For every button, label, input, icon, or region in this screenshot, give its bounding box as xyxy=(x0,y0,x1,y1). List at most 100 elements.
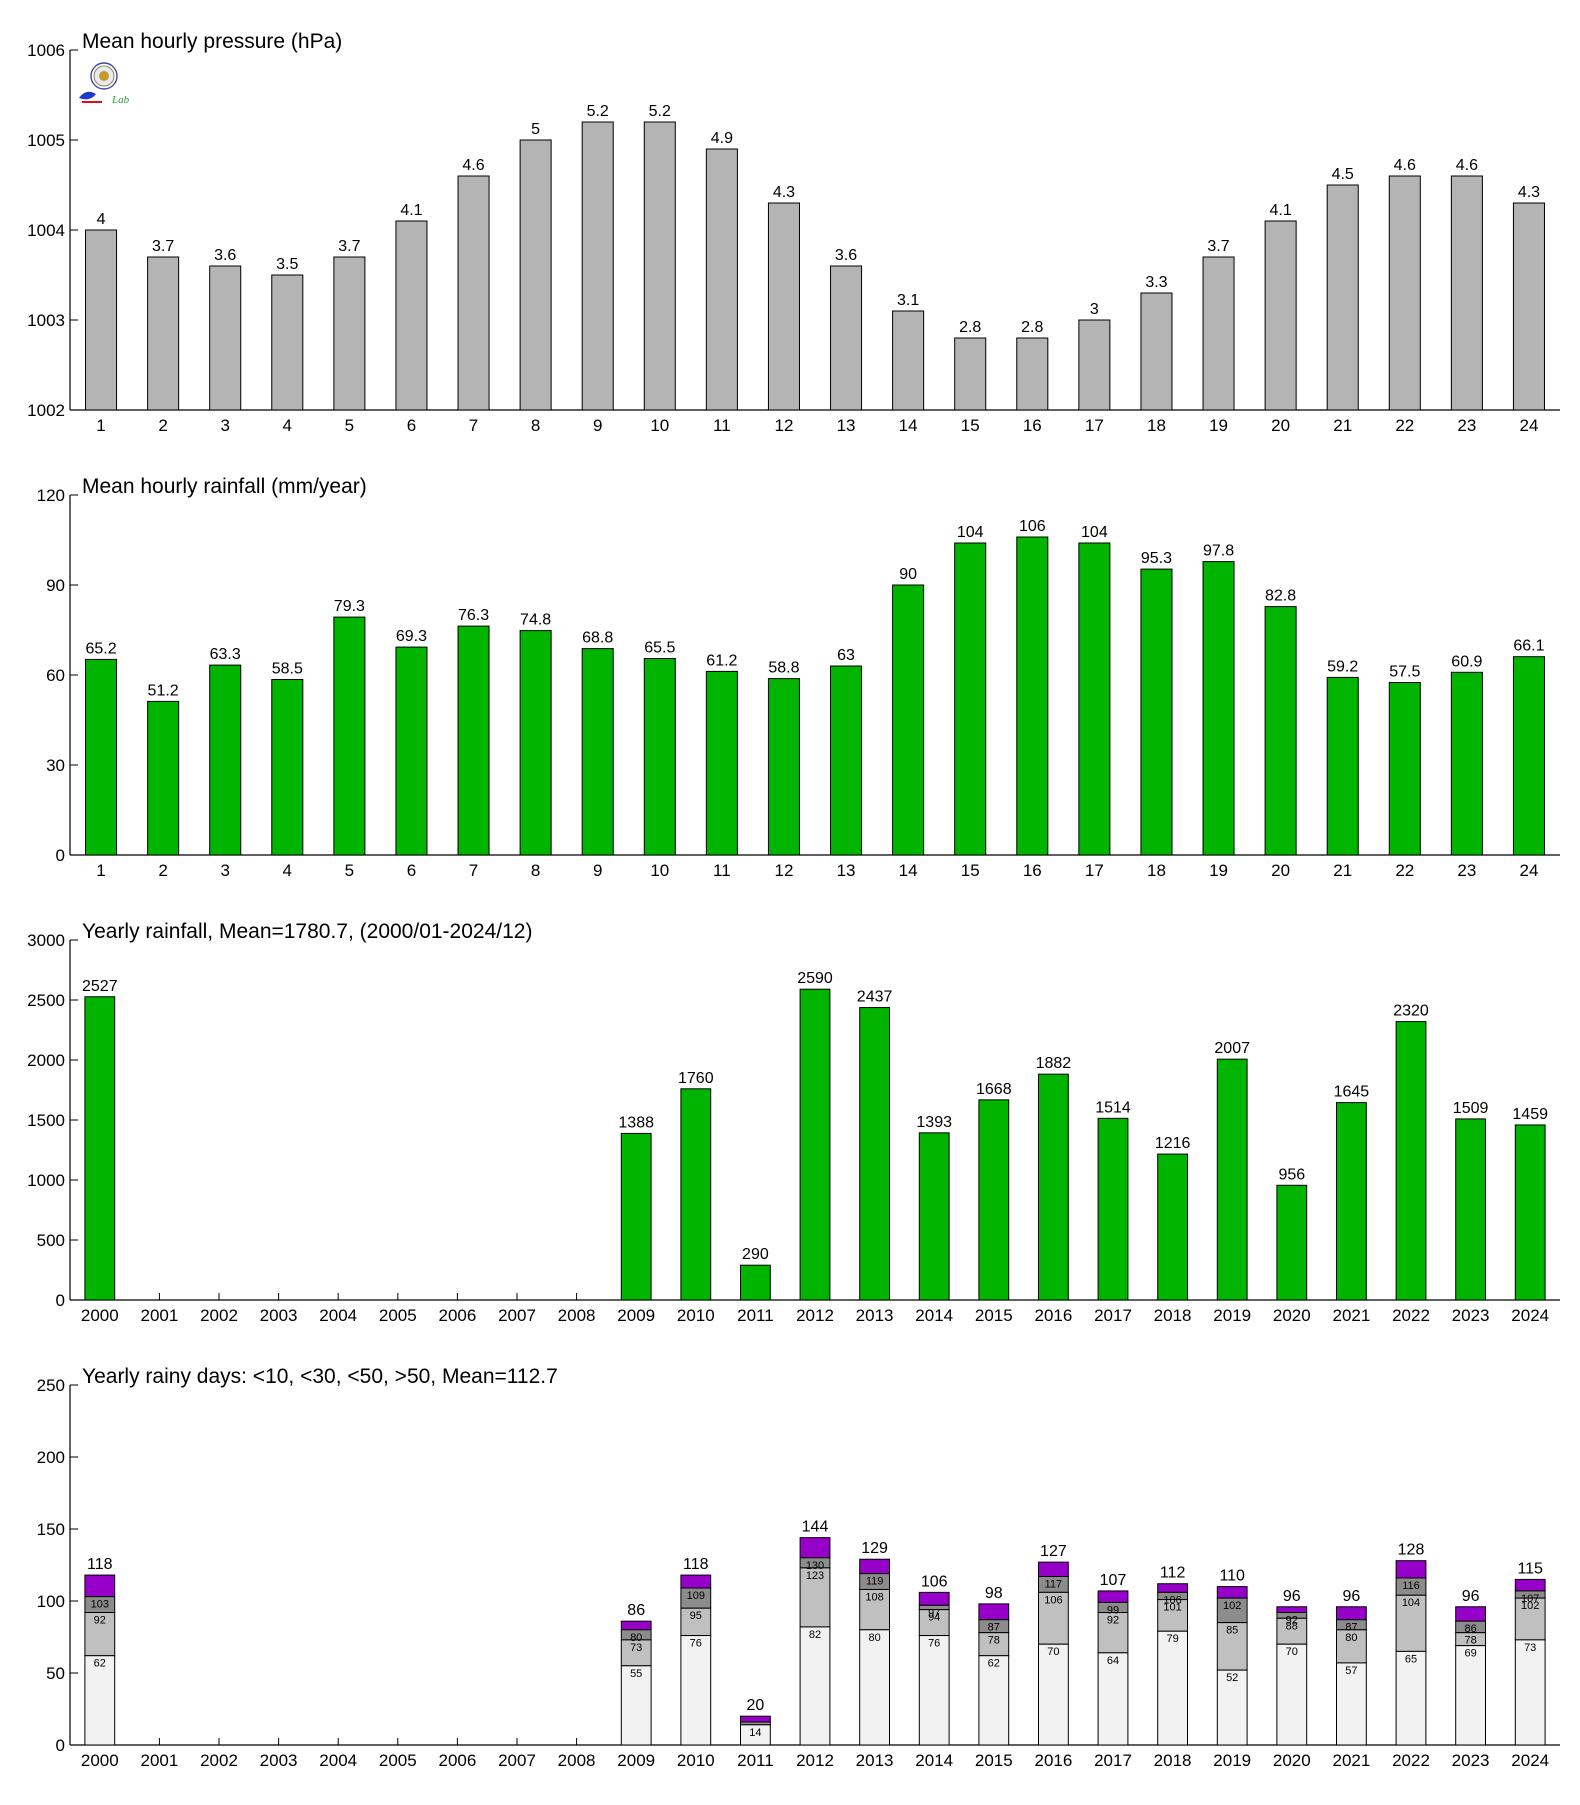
bar-value-label: 106 xyxy=(1019,518,1046,535)
bar xyxy=(1514,1124,1546,1301)
x-tick-label: 3 xyxy=(220,861,229,880)
x-tick-label: 1 xyxy=(96,416,105,435)
x-tick-label: 2003 xyxy=(260,1306,298,1325)
bar-value-label: 59.2 xyxy=(1327,658,1358,675)
bar xyxy=(333,256,366,411)
y-tick-label: 1005 xyxy=(27,131,65,150)
bar xyxy=(395,646,428,856)
total-value-label: 96 xyxy=(1343,1588,1361,1605)
total-value-label: 96 xyxy=(1462,1588,1480,1605)
bar-value-label: 74.8 xyxy=(520,612,551,629)
bar xyxy=(643,121,676,411)
segment-label-lt10: 70 xyxy=(1047,1646,1059,1658)
x-tick-label: 2000 xyxy=(81,1751,119,1770)
bar xyxy=(1388,175,1421,411)
segment-gt50 xyxy=(918,1591,950,1606)
segment-lt10 xyxy=(1336,1662,1367,1746)
bar xyxy=(954,542,987,856)
x-tick-label: 2002 xyxy=(200,1751,238,1770)
segment-label-lt10: 55 xyxy=(630,1668,642,1680)
x-tick-label: 2002 xyxy=(200,1306,238,1325)
total-value-label: 128 xyxy=(1398,1542,1425,1559)
bar-value-label: 3.1 xyxy=(897,292,919,309)
chart-panel-3: Yearly rainfall, Mean=1780.7, (2000/01-2… xyxy=(27,920,1560,1325)
segment-label-lt50: 116 xyxy=(1402,1580,1420,1592)
x-tick-label: 7 xyxy=(469,416,478,435)
bar-value-label: 104 xyxy=(1081,524,1108,541)
segment-gt50 xyxy=(799,1537,831,1559)
segment-label-lt30: 123 xyxy=(806,1570,824,1582)
segment-gt50 xyxy=(680,1574,712,1589)
bar-value-label: 4 xyxy=(97,211,106,228)
bar xyxy=(643,658,676,856)
bar-value-label: 104 xyxy=(957,524,984,541)
segment-label-lt30: 78 xyxy=(988,1635,1000,1647)
x-tick-label: 6 xyxy=(407,416,416,435)
total-value-label: 107 xyxy=(1100,1572,1127,1589)
bar-value-label: 1645 xyxy=(1334,1084,1370,1101)
x-tick-label: 2020 xyxy=(1273,1306,1311,1325)
x-tick-label: 11 xyxy=(713,416,731,435)
segment-label-lt10: 76 xyxy=(690,1638,702,1650)
bar xyxy=(767,202,800,411)
x-tick-label: 9 xyxy=(593,416,602,435)
x-tick-label: 23 xyxy=(1457,861,1476,880)
segment-lt10 xyxy=(799,1626,831,1746)
x-tick-label: 2018 xyxy=(1154,1751,1192,1770)
bar-value-label: 1393 xyxy=(916,1114,952,1131)
x-tick-label: 19 xyxy=(1209,416,1228,435)
segment-label-lt30: 108 xyxy=(865,1591,883,1603)
bar-value-label: 290 xyxy=(742,1246,769,1263)
total-value-label: 86 xyxy=(627,1602,645,1619)
bar-value-label: 4.9 xyxy=(711,130,733,147)
x-tick-label: 3 xyxy=(220,416,229,435)
x-tick-label: 14 xyxy=(899,416,918,435)
x-tick-label: 2019 xyxy=(1213,1306,1251,1325)
x-tick-label: 2004 xyxy=(319,1751,357,1770)
segment-label-lt50: 99 xyxy=(1107,1604,1119,1616)
bar-value-label: 63 xyxy=(837,647,855,664)
bar xyxy=(1326,676,1359,856)
segment-label-lt30: 95 xyxy=(690,1610,702,1622)
segment-lt50 xyxy=(1216,1597,1248,1624)
x-tick-label: 18 xyxy=(1147,861,1166,880)
bar-value-label: 2.8 xyxy=(1021,319,1043,336)
bar xyxy=(519,139,552,411)
x-tick-label: 2001 xyxy=(140,1306,178,1325)
total-value-label: 106 xyxy=(921,1573,948,1590)
bar-value-label: 2320 xyxy=(1393,1003,1429,1020)
bar-value-label: 3.7 xyxy=(338,238,360,255)
segment-gt50 xyxy=(620,1620,652,1631)
segment-label-lt30: 85 xyxy=(1226,1625,1238,1637)
bar-value-label: 3.7 xyxy=(152,238,174,255)
bar xyxy=(705,148,738,411)
y-tick-label: 0 xyxy=(56,846,65,865)
bar xyxy=(799,988,831,1301)
x-tick-label: 2014 xyxy=(915,1306,953,1325)
x-tick-label: 11 xyxy=(713,861,731,880)
bar xyxy=(1097,1117,1129,1301)
segment-label-lt50: 119 xyxy=(866,1576,884,1588)
segment-lt30 xyxy=(1514,1597,1546,1641)
segment-label-lt50: 103 xyxy=(91,1599,109,1611)
segment-label-lt10: 73 xyxy=(1524,1642,1536,1654)
x-tick-label: 14 xyxy=(899,861,918,880)
bar xyxy=(705,670,738,856)
bar xyxy=(1038,1073,1069,1301)
total-value-label: 98 xyxy=(985,1585,1003,1602)
bar-value-label: 2527 xyxy=(82,978,118,995)
bar-value-label: 1388 xyxy=(618,1114,654,1131)
bar-value-label: 3 xyxy=(1090,301,1099,318)
segment-label-lt50: 97 xyxy=(928,1607,940,1619)
segment-gt50 xyxy=(1157,1583,1188,1593)
y-tick-label: 100 xyxy=(37,1592,65,1611)
bar-value-label: 68.8 xyxy=(582,630,613,647)
x-tick-label: 2013 xyxy=(856,1751,894,1770)
x-tick-label: 2011 xyxy=(737,1751,774,1770)
bar xyxy=(1202,256,1235,411)
bar-value-label: 4.5 xyxy=(1332,166,1354,183)
y-tick-label: 2000 xyxy=(27,1051,65,1070)
x-tick-label: 2012 xyxy=(796,1751,834,1770)
segment-label-lt30: 92 xyxy=(94,1615,106,1627)
x-tick-label: 2 xyxy=(158,861,167,880)
